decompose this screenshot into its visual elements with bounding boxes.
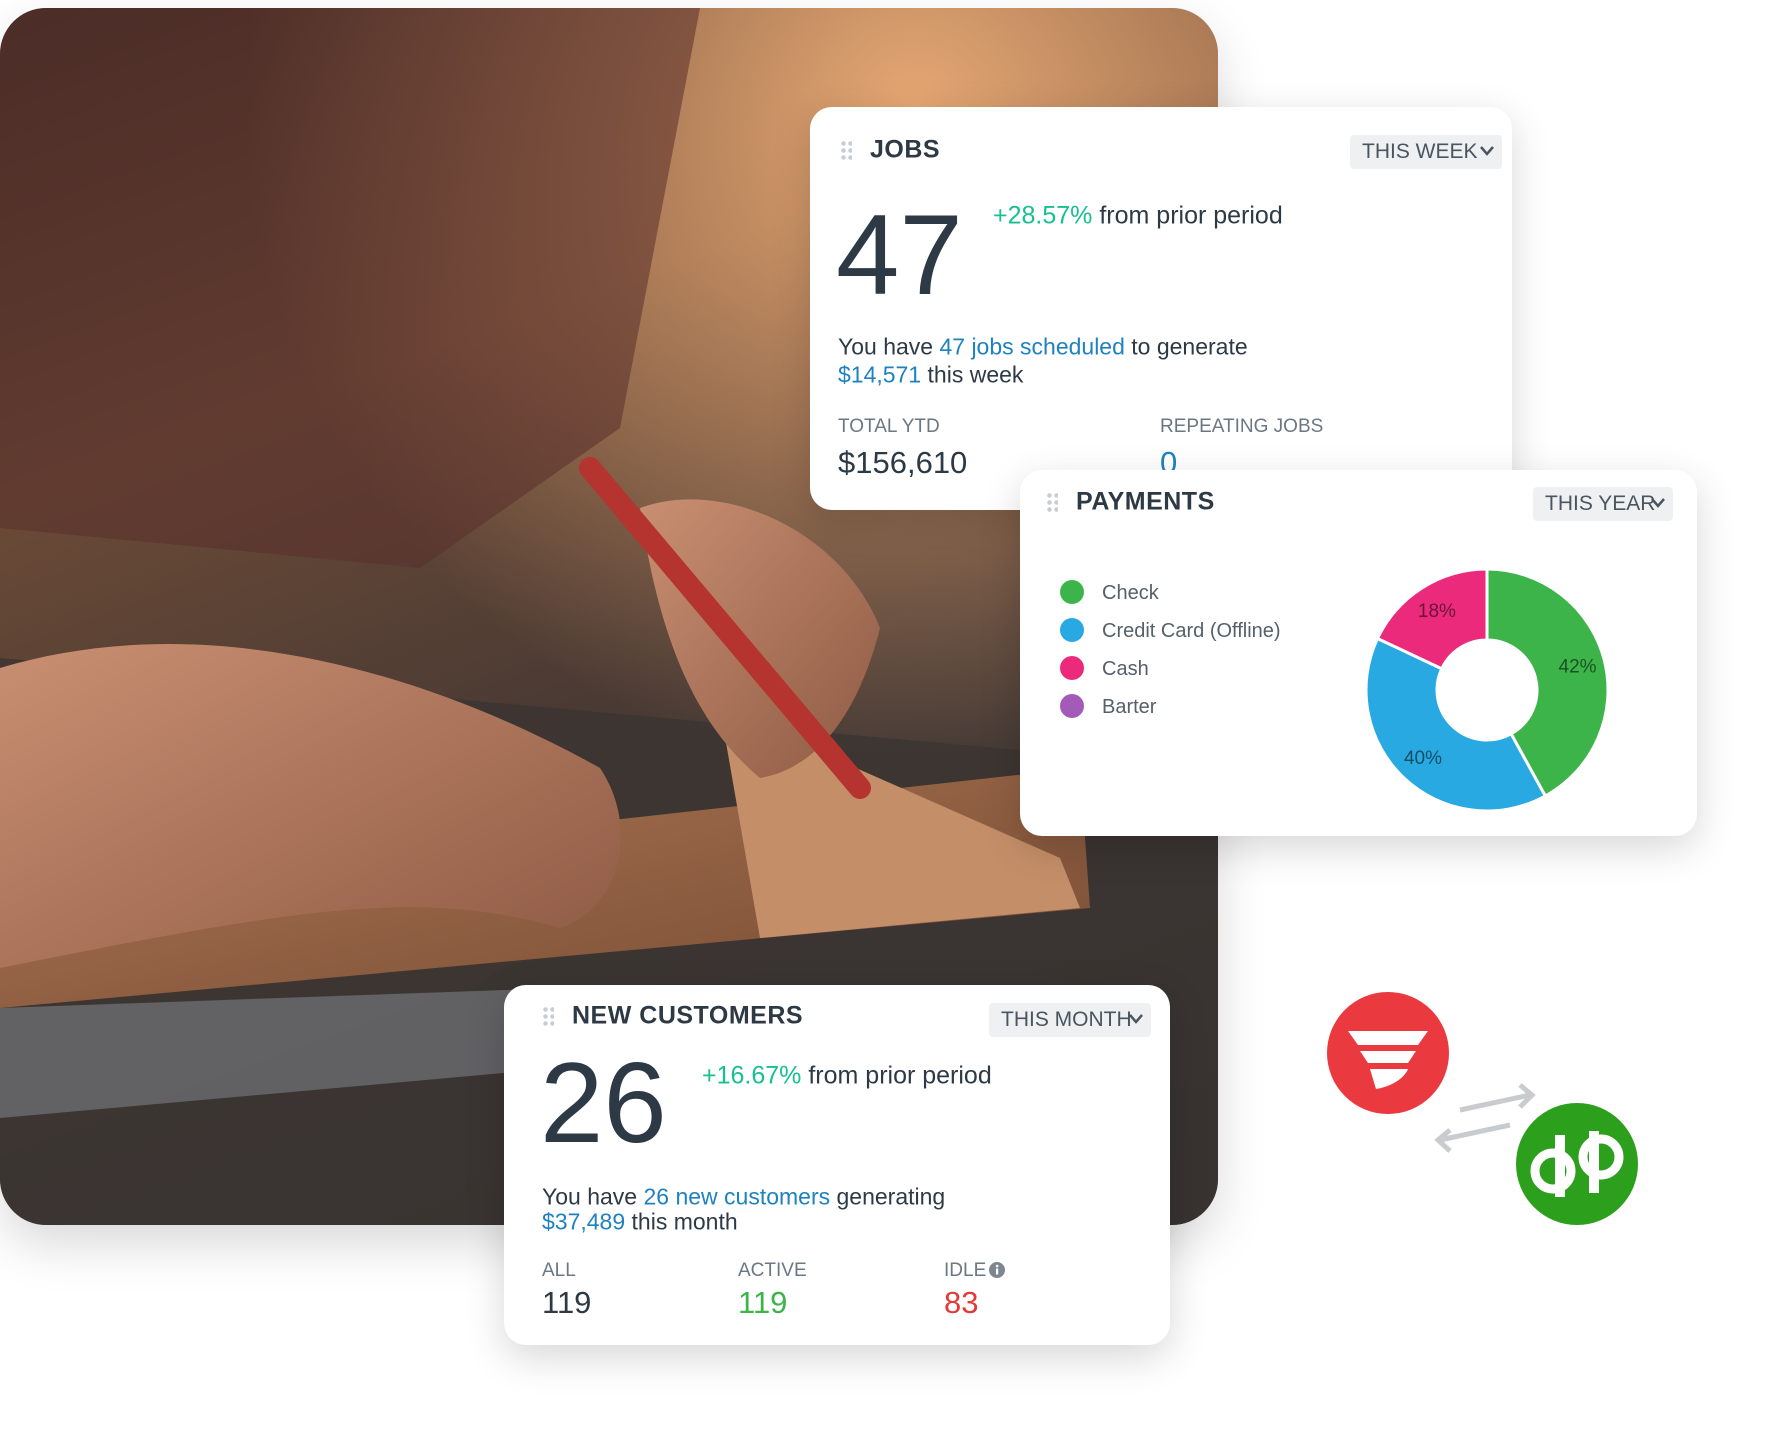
change-percent: +28.57%	[993, 201, 1093, 230]
period-dropdown[interactable]: THIS YEAR	[1533, 487, 1673, 521]
card-title: JOBS	[870, 135, 941, 164]
stat-label: ALL	[542, 1260, 576, 1281]
drag-handle[interactable]	[840, 140, 852, 160]
legend-swatch	[1060, 618, 1084, 642]
summary-line: $37,489 this month	[542, 1209, 738, 1236]
stat-label: IDLE	[944, 1260, 987, 1281]
drag-handle[interactable]	[542, 1006, 554, 1026]
dropdown-label: THIS WEEK	[1362, 140, 1478, 163]
slice-label: 42%	[1559, 657, 1597, 678]
summary-line: You have 26 new customers generating	[542, 1184, 945, 1211]
summary-text: You have	[838, 333, 934, 360]
stat-value: 119	[738, 1285, 788, 1320]
quickbooks-logo	[1516, 1103, 1638, 1225]
change-text: from prior period	[1099, 201, 1283, 230]
stat-value: 83	[944, 1285, 979, 1320]
dropdown-label: THIS MONTH	[1001, 1008, 1132, 1031]
pie-slice	[1375, 567, 1489, 671]
integration-logos	[1327, 992, 1638, 1225]
legend-label: Cash	[1102, 658, 1149, 680]
drag-handle[interactable]	[1046, 492, 1058, 512]
stat-label: ACTIVE	[738, 1260, 807, 1281]
summary-text: You have	[542, 1183, 638, 1210]
info-icon[interactable]	[988, 1261, 1006, 1279]
legend-swatch	[1060, 694, 1084, 718]
customers-count: 26	[540, 1040, 667, 1167]
summary-text: this week	[927, 361, 1024, 388]
change-text: from prior period	[808, 1061, 992, 1090]
summary-link[interactable]: 47 jobs scheduled	[939, 333, 1125, 360]
dropdown-label: THIS YEAR	[1545, 492, 1656, 515]
legend-label: Credit Card (Offline)	[1102, 620, 1281, 642]
legend-label: Barter	[1102, 696, 1157, 718]
slice-label: 18%	[1418, 601, 1456, 622]
change-line: +28.57% from prior period	[993, 202, 1283, 231]
payments-card: PAYMENTS THIS YEAR Check Credit Card (Off…	[1020, 470, 1697, 836]
card-title: PAYMENTS	[1076, 487, 1215, 516]
summary-link[interactable]: 26 new customers	[643, 1183, 831, 1210]
chevron	[1129, 1014, 1143, 1024]
legend-swatch	[1060, 580, 1084, 604]
period-dropdown[interactable]: THIS MONTH	[989, 1003, 1151, 1037]
pie-slice	[1364, 636, 1548, 813]
summary-line: You have 47 jobs scheduled to generate	[838, 334, 1248, 361]
summary-text: to generate	[1131, 333, 1248, 360]
summary-text: this month	[631, 1208, 738, 1235]
card-title: NEW CUSTOMERS	[572, 1001, 804, 1030]
new-customers-card: NEW CUSTOMERS THIS MONTH 26 +16.67% from…	[504, 985, 1170, 1345]
period-dropdown[interactable]: THIS WEEK	[1350, 135, 1502, 169]
jobs-count: 47	[836, 192, 963, 319]
summary-amount[interactable]: $14,571	[838, 361, 922, 388]
change-percent: +16.67%	[702, 1061, 802, 1090]
stat-value: 119	[542, 1285, 592, 1320]
stat-label: REPEATING JOBS	[1160, 416, 1324, 437]
summary-text: generating	[836, 1183, 946, 1210]
chevron	[1480, 146, 1494, 156]
slice-label: 40%	[1404, 748, 1442, 769]
stat-value: $156,610	[838, 445, 968, 480]
chevron	[1651, 498, 1665, 508]
summary-amount[interactable]: $37,489	[542, 1208, 626, 1235]
donut-chart: Check Credit Card (Offline) Cash Barter 42% 4…	[1060, 567, 1610, 813]
legend-swatch	[1060, 656, 1084, 680]
change-line: +16.67% from prior period	[702, 1062, 992, 1091]
stat-label: TOTAL YTD	[838, 416, 940, 437]
jobs-card: JOBS THIS WEEK 47 +28.57% from prior per…	[810, 107, 1512, 510]
summary-line: $14,571 this week	[838, 362, 1023, 389]
pie-slice	[1485, 567, 1610, 799]
legend-label: Check	[1102, 582, 1160, 604]
